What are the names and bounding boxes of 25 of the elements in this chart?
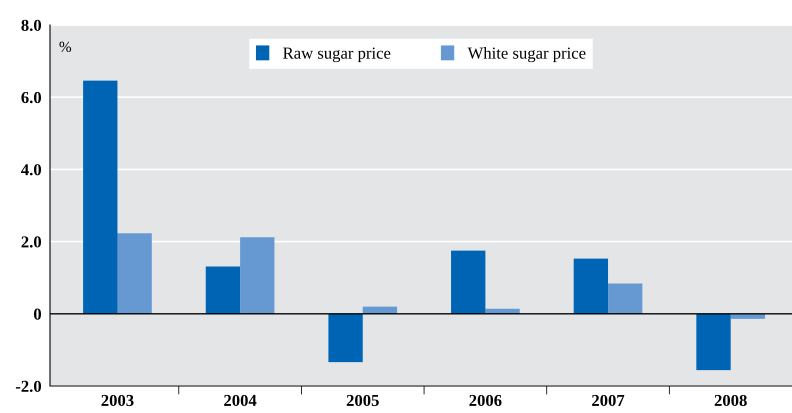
x-tick-label: 2007 <box>592 394 624 406</box>
y-tick-label: 4.0 <box>21 164 42 176</box>
y-tick-label: -2.0 <box>16 380 42 392</box>
bar <box>608 283 642 314</box>
bar <box>696 314 731 370</box>
bar <box>240 237 274 314</box>
bar <box>574 258 608 314</box>
legend-label: Raw sugar price <box>283 48 390 62</box>
y-tick-label: 8.0 <box>21 20 42 32</box>
bar <box>362 306 398 314</box>
x-tick-label: 2008 <box>714 394 747 406</box>
x-tick-label: 2003 <box>101 394 134 406</box>
x-tick-label: 2005 <box>346 394 379 406</box>
bar <box>451 250 486 314</box>
x-tick-label: 2006 <box>469 394 502 406</box>
y-axis-title: % <box>59 42 72 52</box>
legend-label: White sugar price <box>468 47 586 62</box>
y-tick-label: 6.0 <box>21 92 42 104</box>
bar <box>206 266 240 314</box>
y-tick-label: 2.0 <box>22 236 42 248</box>
bar <box>328 314 363 362</box>
x-tick-label: 2004 <box>224 394 256 406</box>
y-tick-label: 0 <box>34 308 42 320</box>
bar <box>83 80 118 314</box>
bar <box>117 233 152 314</box>
